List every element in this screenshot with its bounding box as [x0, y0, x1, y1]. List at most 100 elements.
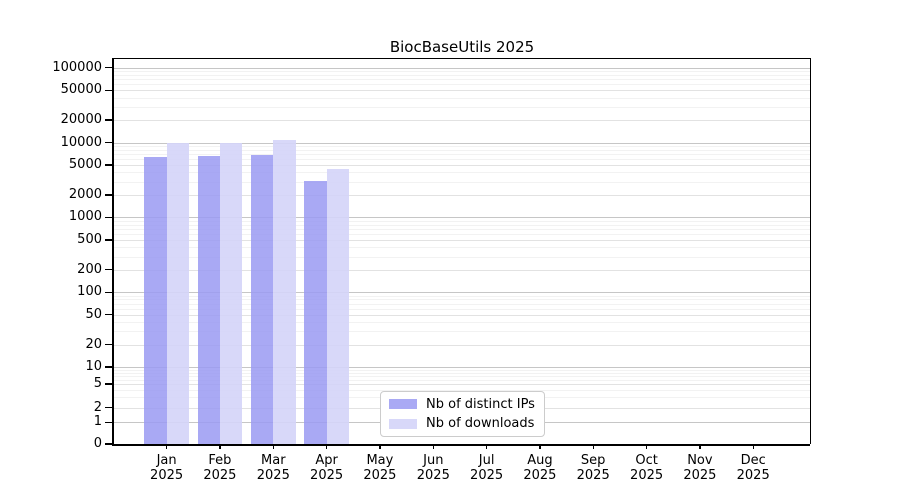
bottom-spine: [112, 444, 810, 446]
x-tick-mark: [379, 444, 381, 449]
bar-mar-series1: [273, 140, 296, 444]
bar-mar-series0: [251, 154, 274, 444]
gridline: [114, 194, 810, 196]
y-tick-mark: [105, 239, 113, 241]
legend-item-downloads: Nb of downloads: [389, 416, 536, 433]
gridline: [114, 234, 810, 235]
gridline: [114, 375, 810, 377]
x-tick-mark: [592, 444, 594, 449]
y-tick-mark: [105, 421, 113, 423]
gridline: [114, 308, 810, 310]
gridline: [114, 67, 810, 69]
gridline: [114, 384, 810, 385]
gridline: [114, 256, 810, 258]
x-tick-label: Aug 2025: [523, 453, 557, 483]
y-tick-label: 1000: [68, 209, 102, 225]
y-tick-label: 2000: [68, 186, 102, 202]
y-tick-mark: [105, 314, 113, 316]
gridline: [114, 220, 810, 222]
legend-label-downloads: Nb of downloads: [426, 416, 535, 432]
y-tick-label: 200: [77, 261, 102, 277]
x-tick-mark: [219, 444, 221, 449]
gridline: [114, 369, 810, 371]
gridline: [114, 172, 810, 174]
bar-feb-series0: [197, 156, 220, 444]
y-tick-mark: [105, 383, 113, 385]
x-tick-mark: [432, 444, 434, 449]
y-tick-mark: [105, 269, 113, 271]
x-tick-label: Oct 2025: [630, 453, 664, 483]
gridline: [114, 159, 810, 161]
x-tick-mark: [325, 444, 328, 449]
gridline: [114, 322, 810, 323]
y-tick-mark: [105, 343, 113, 346]
gridline: [114, 165, 810, 167]
gridline: [114, 97, 810, 99]
y-tick-mark: [105, 216, 113, 219]
gridline: [114, 379, 810, 381]
y-tick-label: 50: [85, 306, 102, 322]
gridline: [114, 120, 810, 122]
gridline: [114, 344, 810, 346]
y-tick-mark: [105, 366, 113, 368]
y-tick-mark: [105, 194, 113, 196]
y-tick-label: 10: [85, 359, 102, 374]
y-tick-mark: [105, 67, 113, 69]
y-tick-mark: [105, 164, 113, 166]
y-tick-label: 100: [77, 284, 102, 300]
gridline: [114, 229, 810, 230]
gridline: [114, 314, 810, 316]
x-tick-label: Apr 2025: [310, 453, 344, 483]
chart-title: BiocBaseUtils 2025: [389, 38, 535, 56]
gridline: [114, 181, 810, 183]
x-tick-label: May 2025: [363, 453, 397, 483]
y-tick-label: 5000: [68, 157, 102, 173]
x-tick-mark: [699, 444, 701, 449]
gridline: [114, 372, 810, 374]
gridline: [114, 269, 810, 271]
x-tick-label: Jun 2025: [416, 453, 450, 483]
gridline: [114, 217, 810, 219]
gridline: [114, 367, 810, 368]
x-tick-label: Nov 2025: [683, 453, 717, 483]
gridline: [114, 239, 810, 241]
gridline: [114, 106, 810, 108]
y-tick-label: 5: [93, 376, 102, 391]
x-tick-label: Feb 2025: [203, 453, 237, 483]
x-tick-label: Jul 2025: [470, 453, 504, 483]
y-tick-label: 1: [93, 414, 102, 430]
gridline: [114, 303, 810, 305]
bar-feb-series1: [219, 142, 243, 444]
x-tick-mark: [752, 444, 754, 449]
y-tick-label: 0: [93, 436, 102, 451]
gridline: [114, 90, 810, 92]
bar-jan-series1: [166, 143, 189, 444]
y-tick-label: 10000: [60, 134, 102, 150]
x-tick-mark: [645, 444, 648, 449]
y-tick-label: 100000: [52, 59, 102, 75]
plot-area: [112, 57, 812, 446]
x-tick-mark: [539, 444, 541, 449]
x-tick-mark: [485, 444, 488, 449]
gridline: [114, 295, 810, 297]
y-tick-label: 2: [93, 399, 102, 415]
gridline: [114, 224, 810, 226]
y-tick-label: 20000: [60, 112, 102, 128]
gridline: [114, 142, 810, 144]
gridline: [114, 84, 810, 86]
y-tick-label: 500: [77, 231, 102, 247]
y-tick-mark: [105, 89, 113, 91]
gridline: [114, 79, 810, 81]
x-tick-label: Jan 2025: [150, 453, 184, 483]
legend-item-distinct-ips: Nb of distinct IPs: [389, 396, 536, 413]
legend-label-distinct-ips: Nb of distinct IPs: [426, 396, 535, 412]
x-tick-label: Sep 2025: [576, 453, 610, 483]
legend-swatch-distinct-ips-icon: [389, 399, 417, 410]
gridline: [114, 331, 810, 333]
bar-apr-series1: [326, 169, 349, 444]
gridline: [114, 389, 810, 391]
y-tick-label: 20: [85, 336, 102, 352]
bar-jan-series0: [144, 157, 167, 444]
legend: Nb of distinct IPs Nb of downloads: [380, 391, 545, 437]
